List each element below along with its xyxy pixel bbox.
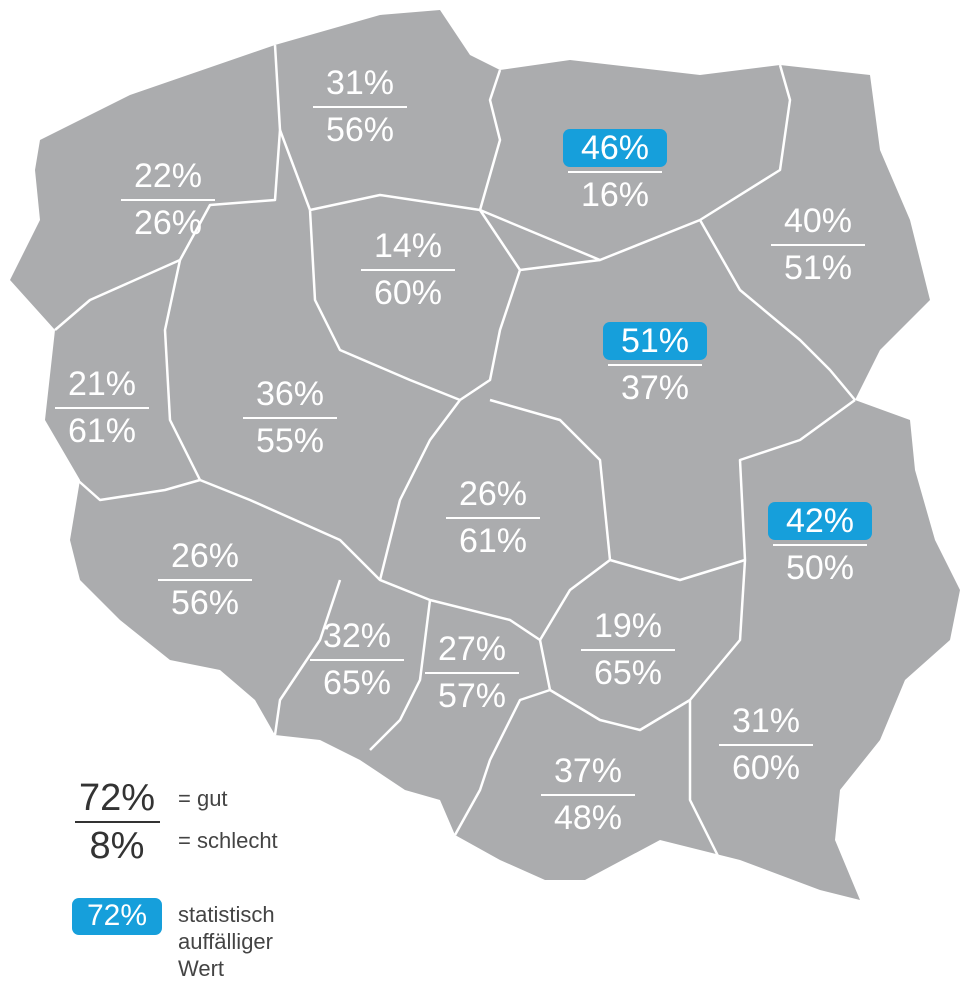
good-value: 26%	[459, 475, 527, 513]
bad-value: 61%	[68, 412, 136, 450]
bad-value: 56%	[326, 111, 394, 149]
good-value: 46%	[581, 129, 649, 167]
border	[273, 579, 342, 736]
border	[609, 558, 746, 582]
border	[478, 69, 502, 211]
highlight-box	[768, 502, 872, 540]
border	[378, 399, 461, 581]
highlight-box	[603, 322, 707, 360]
legend-highlight-label: statistisch	[178, 902, 275, 927]
good-value: 27%	[438, 630, 506, 668]
border	[519, 258, 601, 272]
border	[549, 688, 691, 732]
bad-value: 60%	[374, 274, 442, 312]
good-value: 26%	[171, 537, 239, 575]
region-borders	[54, 44, 856, 861]
highlight-box	[563, 129, 667, 167]
border	[489, 398, 612, 641]
border	[278, 129, 312, 211]
good-value: 22%	[134, 157, 202, 195]
good-value: 19%	[594, 607, 662, 645]
legend-bad-example: 8%	[90, 825, 145, 867]
border	[688, 398, 856, 861]
bad-value: 61%	[459, 522, 527, 560]
bad-value: 48%	[554, 799, 622, 837]
country-shape	[10, 10, 960, 900]
good-value: 32%	[323, 617, 391, 655]
bad-value: 51%	[784, 249, 852, 287]
bad-value: 16%	[581, 176, 649, 214]
bad-value: 65%	[323, 664, 391, 702]
legend-good-label: = gut	[178, 786, 228, 811]
legend: 72% 8% = gut = schlecht 72% statistisch …	[72, 777, 278, 981]
border	[54, 459, 201, 502]
bad-value: 56%	[171, 584, 239, 622]
region-labels: 31% 56% 46% 16% 22% 26% 14% 60% 40% 51% 51% 37% 21% 6…	[55, 64, 872, 837]
good-value: 37%	[554, 752, 622, 790]
legend-highlight-example: 72%	[87, 899, 147, 932]
good-value: 42%	[786, 502, 854, 540]
bad-value: 60%	[732, 749, 800, 787]
good-value: 14%	[374, 227, 442, 265]
good-value: 21%	[68, 365, 136, 403]
bad-value: 65%	[594, 654, 662, 692]
bad-value: 57%	[438, 677, 506, 715]
border	[698, 219, 856, 401]
good-value: 36%	[256, 375, 324, 413]
border	[369, 599, 432, 751]
bad-value: 37%	[621, 369, 689, 407]
bad-value: 55%	[256, 422, 324, 460]
good-value: 40%	[784, 202, 852, 240]
legend-bad-label: = schlecht	[178, 828, 278, 853]
good-value: 51%	[621, 322, 689, 360]
border	[163, 259, 431, 602]
good-value: 31%	[732, 702, 800, 740]
border	[429, 598, 552, 836]
bad-value: 26%	[134, 204, 202, 242]
legend-highlight-box	[72, 898, 162, 935]
good-value: 31%	[326, 64, 394, 102]
legend-highlight-label: Wert	[178, 956, 224, 981]
legend-highlight-label: auffälliger	[178, 929, 273, 954]
bad-value: 50%	[786, 549, 854, 587]
border	[308, 193, 522, 402]
border	[479, 64, 792, 262]
legend-good-example: 72%	[79, 777, 155, 819]
